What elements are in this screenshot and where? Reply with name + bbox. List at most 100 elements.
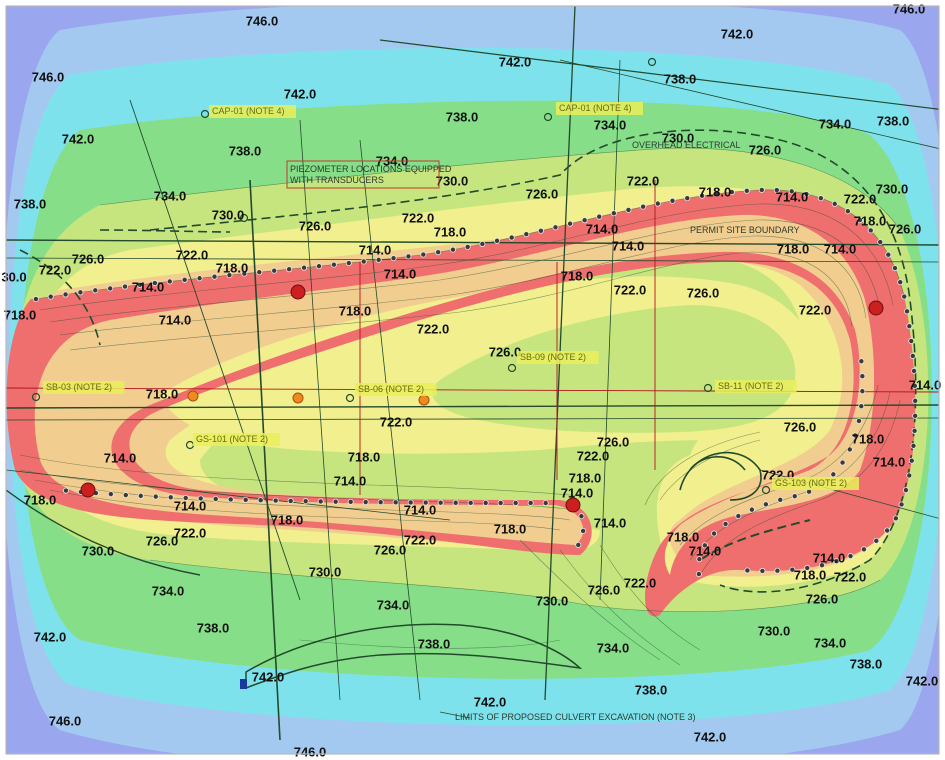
extraction-well-icon <box>898 501 905 508</box>
callout-text: SB-09 (NOTE 2) <box>520 352 586 362</box>
extraction-well-icon <box>817 195 824 202</box>
culvert-outlet-icon <box>240 679 247 689</box>
callout-highlight <box>715 380 797 393</box>
extraction-well-icon <box>360 258 367 265</box>
extraction-well-icon <box>122 283 129 290</box>
contour-label: 726.0 <box>72 251 105 266</box>
contour-label: 718.0 <box>494 521 527 536</box>
extraction-well-icon <box>347 498 354 505</box>
piezometer-icon <box>187 390 199 402</box>
monitoring-point-icon <box>200 109 210 119</box>
contour-label: 738.0 <box>229 143 262 158</box>
extraction-well-icon <box>904 308 911 315</box>
callout-text: LIMITS OF PROPOSED CULVERT EXCAVATION (N… <box>455 712 696 722</box>
extraction-well-icon <box>197 495 204 502</box>
extraction-well-icon <box>773 187 780 194</box>
extraction-well-icon <box>669 197 676 204</box>
contour-label: 722.0 <box>624 575 657 590</box>
monitoring-point-icon <box>31 392 41 402</box>
extraction-well-icon <box>596 213 603 220</box>
callout-piezometer-note-1: PIEZOMETER LOCATIONS EQUIPPED <box>286 160 452 189</box>
contour-label: 722.0 <box>844 191 877 206</box>
extraction-well-icon <box>839 459 846 466</box>
extraction-well-icon <box>377 499 384 506</box>
contour-label: 714.0 <box>404 502 437 517</box>
contour-label: 726.0 <box>588 582 621 597</box>
extraction-well-icon <box>847 553 854 560</box>
contour-label: 738.0 <box>14 196 47 211</box>
zone-714 <box>14 212 896 577</box>
extraction-well-icon <box>332 498 339 505</box>
contour-label: 714.0 <box>174 498 207 513</box>
extraction-well-icon <box>610 210 617 217</box>
sump-icon <box>868 300 884 316</box>
contour-label: 726.0 <box>806 591 839 606</box>
extraction-well-icon <box>684 195 691 202</box>
contour-label: 714.0 <box>776 189 809 204</box>
contour-label: 722.0 <box>417 321 450 336</box>
site-plan-linework <box>6 6 939 741</box>
piezometer-icon <box>418 394 430 406</box>
extraction-well-icon <box>860 546 867 553</box>
contour-label: 726.0 <box>784 419 817 434</box>
contour-label: 718.0 <box>667 529 700 544</box>
extraction-well-icon <box>107 285 114 292</box>
extraction-well-icon <box>422 499 429 506</box>
extraction-well-icon <box>912 397 919 404</box>
extraction-well-icon <box>856 217 863 224</box>
extraction-well-icon <box>182 494 189 501</box>
callout-gs-103: GS-103 (NOTE 2) <box>772 477 859 490</box>
contour-label: 726.0 <box>374 542 407 557</box>
contour-label: 714.0 <box>873 454 906 469</box>
extraction-well-icon <box>830 471 837 478</box>
extraction-well-icon <box>508 234 515 241</box>
extraction-well-icon <box>891 265 898 272</box>
zone-726-inner <box>432 305 796 433</box>
contour-label: 714.0 <box>612 238 645 253</box>
extraction-well-icon <box>818 562 825 569</box>
extraction-well-icon <box>774 567 781 574</box>
contour-label: 746.0 <box>246 13 279 28</box>
callout-text: GS-101 (NOTE 2) <box>196 434 268 444</box>
contour-label: 742.0 <box>499 54 532 69</box>
zone-red-ring <box>6 189 916 617</box>
contour-label: 726.0 <box>749 142 782 157</box>
extraction-well-icon <box>909 352 916 359</box>
extraction-well-icon <box>212 495 219 502</box>
extraction-well-icon <box>744 567 751 574</box>
contour-label: 734.0 <box>377 597 410 612</box>
contour-label: 734.0 <box>819 116 852 131</box>
extraction-well-icon <box>789 566 796 573</box>
contour-label: 730.0 <box>82 543 115 558</box>
extraction-well-icon <box>758 186 765 193</box>
contour-label: 742.0 <box>474 694 507 709</box>
contour-label: 742.0 <box>34 629 67 644</box>
extraction-well-icon <box>791 493 798 500</box>
contour-label: 718.0 <box>339 303 372 318</box>
contour-label: 738.0 <box>877 113 910 128</box>
extraction-well-icon <box>640 203 647 210</box>
extraction-well-icon <box>858 403 865 410</box>
extraction-well-icon <box>196 275 203 282</box>
extraction-well-icon <box>405 253 412 260</box>
callout-highlight <box>772 477 859 490</box>
monitoring-point-icon <box>239 213 249 223</box>
contour-label: 742.0 <box>906 673 939 688</box>
extraction-well-icon <box>166 278 173 285</box>
piezometer-note-box <box>286 160 440 189</box>
extraction-well-icon <box>464 243 471 250</box>
extraction-well-icon <box>803 191 810 198</box>
contour-label: 738.0 <box>635 682 668 697</box>
extraction-well-icon <box>449 246 456 253</box>
callout-text: CAP-01 (NOTE 4) <box>212 106 285 116</box>
callout-text: GS-103 (NOTE 2) <box>775 478 847 488</box>
contour-label: 714.0 <box>824 241 857 256</box>
contour-label: 718.0 <box>348 449 381 464</box>
contour-label: 714.0 <box>132 279 165 294</box>
callout-culvert-excavation: LIMITS OF PROPOSED CULVERT EXCAVATION (N… <box>455 712 696 722</box>
extraction-well-icon <box>695 571 702 578</box>
monitoring-point-icon <box>507 363 517 373</box>
callout-text: SB-06 (NOTE 2) <box>358 384 424 394</box>
contour-label: 726.0 <box>489 344 522 359</box>
extraction-well-icon <box>286 266 293 273</box>
